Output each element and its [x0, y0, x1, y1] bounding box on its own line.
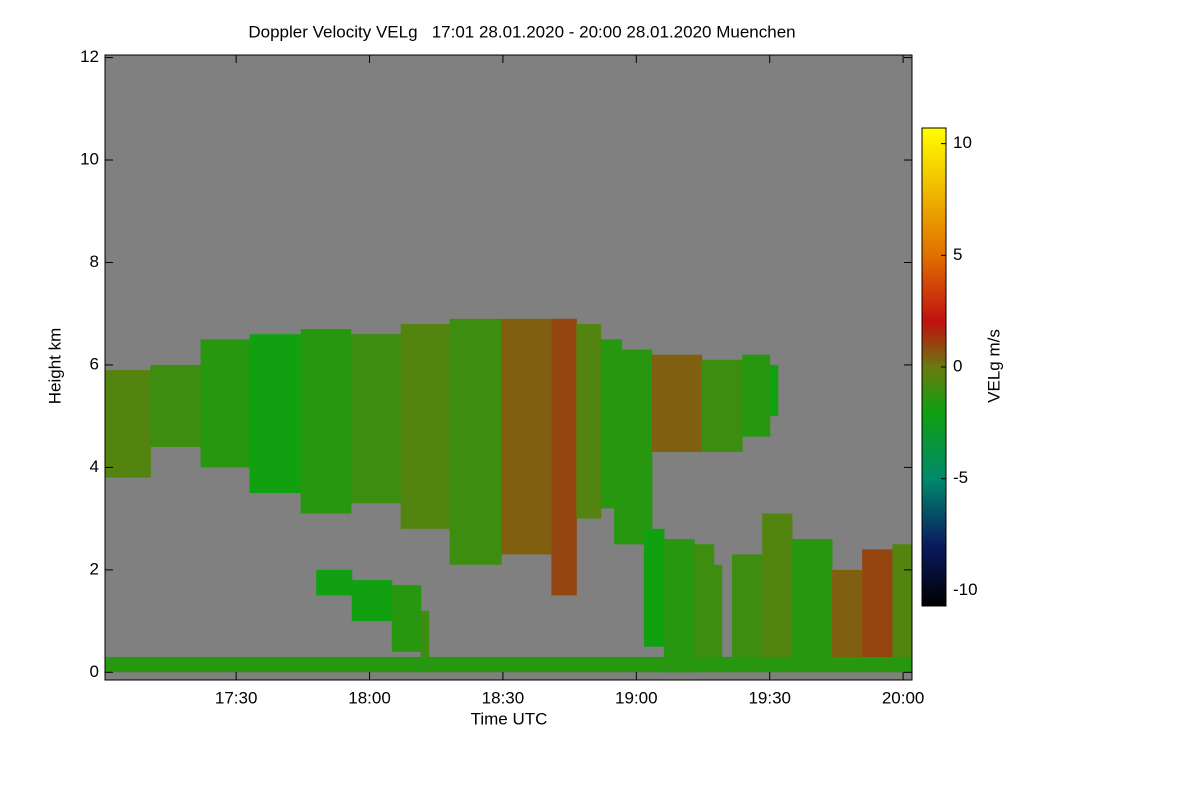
- chart-title: Doppler Velocity VELg 17:01 28.01.2020 -…: [248, 22, 795, 41]
- echo-cell: [769, 364, 779, 417]
- echo-cell: [600, 339, 623, 509]
- y-axis-label: Height km: [45, 328, 64, 405]
- colorbar-label: VELg m/s: [984, 329, 1003, 403]
- echo-group: [105, 318, 921, 673]
- x-tick-label: 19:30: [748, 688, 791, 707]
- colorbar-tick-label: 5: [953, 245, 962, 264]
- y-tick-label: 4: [90, 457, 99, 476]
- echo-cell: [551, 318, 577, 596]
- echo-cell: [501, 318, 552, 555]
- echo-cell: [713, 564, 723, 663]
- x-tick-label: 20:00: [882, 688, 925, 707]
- y-tick-label: 6: [90, 354, 99, 373]
- echo-cell: [576, 323, 602, 519]
- echo-cell: [316, 569, 353, 596]
- echo-cell: [643, 528, 665, 647]
- x-tick-label: 19:00: [615, 688, 658, 707]
- y-tick-label: 10: [80, 150, 99, 169]
- echo-cell: [351, 580, 393, 622]
- echo-cell: [150, 364, 202, 447]
- x-axis-label: Time UTC: [471, 709, 548, 728]
- echo-cell: [449, 318, 502, 565]
- x-tick-label: 17:30: [215, 688, 258, 707]
- echo-cell: [420, 610, 430, 663]
- echo-cell: [762, 513, 793, 663]
- echo-cell: [701, 359, 743, 453]
- echo-cell: [912, 657, 921, 672]
- echo-cell: [614, 508, 645, 545]
- echo-cell: [391, 585, 422, 652]
- echo-cell: [105, 370, 151, 478]
- colorbar-tick-label: -5: [953, 468, 968, 487]
- echo-cell: [300, 329, 352, 514]
- echo-cell: [731, 554, 763, 668]
- echo-cell: [892, 544, 912, 668]
- echo-cell: [791, 539, 833, 663]
- y-tick-label: 2: [90, 559, 99, 578]
- echo-cell: [400, 323, 451, 529]
- echo-cell: [651, 354, 703, 453]
- echo-cell: [862, 549, 893, 668]
- echo-cell: [249, 334, 302, 494]
- colorbar-tick-label: -10: [953, 580, 978, 599]
- plot-frame: [104, 54, 913, 681]
- y-tick-label: 0: [90, 662, 99, 681]
- echo-cell: [105, 656, 912, 673]
- colorbar-tick-label: 0: [953, 356, 962, 375]
- echo-cell: [742, 354, 771, 437]
- echo-cell: [694, 544, 715, 668]
- echo-cell: [350, 334, 402, 504]
- echo-cell: [200, 339, 251, 468]
- x-tick-label: 18:30: [482, 688, 525, 707]
- y-tick-label: 8: [90, 252, 99, 271]
- y-tick-label: 12: [80, 47, 99, 66]
- echo-cell: [831, 569, 863, 668]
- echo-cell: [912, 554, 921, 662]
- echo-cell: [663, 539, 695, 673]
- colorbar-tick-label: 10: [953, 133, 972, 152]
- x-tick-label: 18:00: [348, 688, 391, 707]
